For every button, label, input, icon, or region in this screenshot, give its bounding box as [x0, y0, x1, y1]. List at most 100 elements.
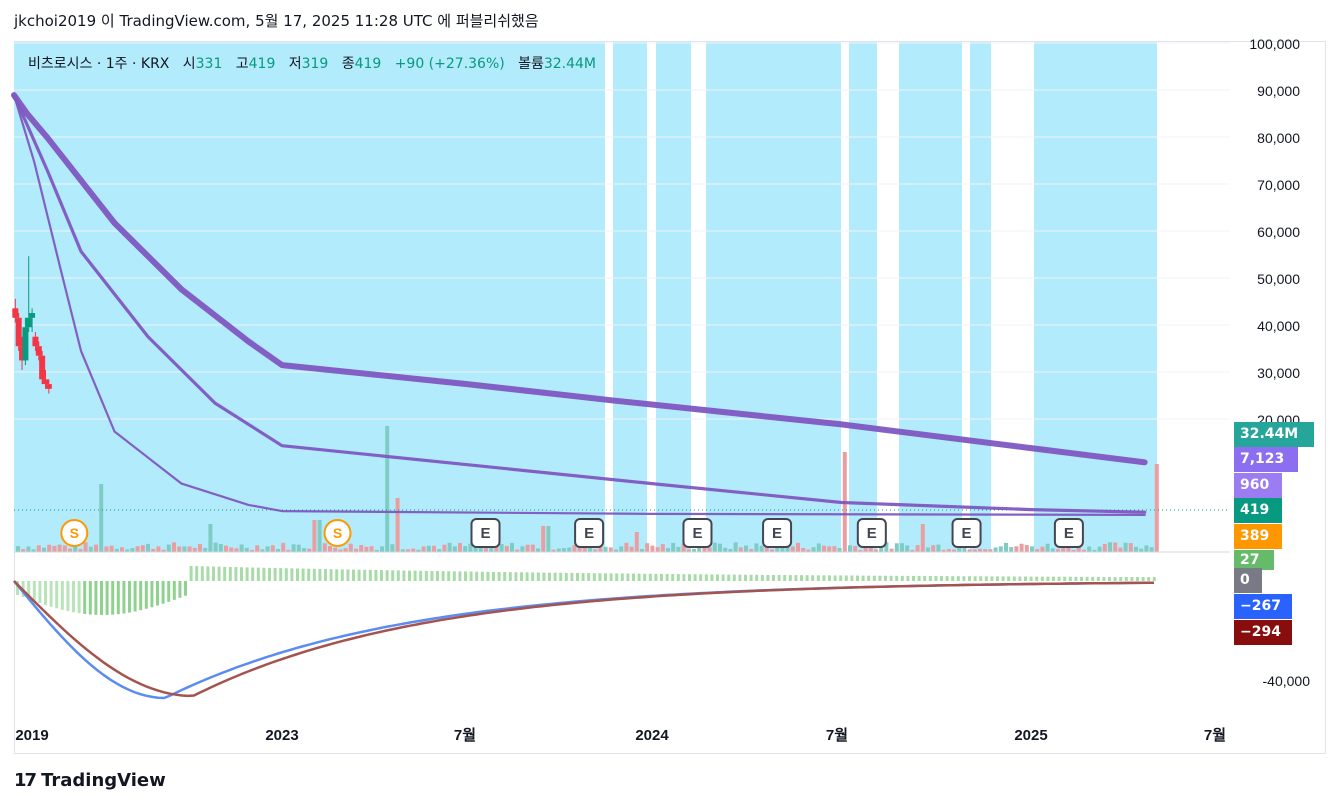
macd-histogram-bar [900, 575, 904, 581]
earnings-marker-label: E [867, 525, 877, 542]
macd-histogram-bar [732, 574, 736, 581]
macd-histogram-bar [100, 581, 103, 615]
macd-histogram-bar [682, 574, 686, 581]
macd-histogram-bar [912, 575, 915, 581]
volume-bar [998, 546, 1003, 552]
volume-bar [728, 548, 733, 552]
volume-bar [962, 545, 967, 552]
volume-bar [936, 544, 941, 552]
volume-bar [978, 548, 982, 552]
macd-histogram-bar [396, 570, 400, 581]
volume-bar [208, 524, 213, 552]
volume-bar [655, 547, 660, 552]
split-marker-label: S [333, 525, 342, 541]
macd-histogram-bar [637, 573, 641, 581]
volume-bar [146, 543, 150, 552]
volume-bar [707, 547, 712, 552]
macd-histogram-bar [766, 574, 770, 581]
macd-histogram-bar [956, 576, 960, 581]
macd-histogram-bar [469, 571, 473, 581]
macd-histogram-bar [357, 569, 361, 581]
macd-histogram-bar [385, 570, 389, 581]
macd-histogram-bar [1080, 576, 1083, 581]
macd-histogram-bar [716, 574, 719, 581]
macd-histogram-bar [251, 567, 255, 581]
macd-histogram-bar [1136, 577, 1139, 581]
macd-histogram-bar [122, 581, 126, 614]
macd-histogram-bar [408, 570, 411, 581]
volume-bar [1066, 546, 1071, 552]
volume-bar [317, 520, 322, 552]
volume-bar [239, 544, 244, 552]
volume-bar [863, 546, 868, 552]
macd-histogram-bar [984, 576, 988, 581]
volume-bar [671, 542, 676, 552]
ma1-badge: 7,123 [1234, 447, 1298, 472]
publish-header: jkchoi2019 이 TradingView.com, 5월 17, 202… [14, 10, 539, 31]
volume-bar [1134, 546, 1138, 552]
macd-histogram-bar [436, 571, 439, 581]
macd-histogram-bar [374, 570, 378, 581]
volume-bar [1076, 544, 1081, 552]
x-tick-label: 2023 [265, 727, 298, 744]
x-tick-label: 2024 [635, 727, 669, 744]
volume-bar [598, 546, 603, 552]
volume-bar [478, 544, 483, 552]
volume-bar [1144, 545, 1149, 552]
macd-histogram-bar [49, 581, 53, 607]
macd-histogram-bar [973, 576, 977, 581]
macd-histogram-bar [1152, 577, 1156, 581]
macd-histogram-bar [788, 575, 792, 581]
volume-bar [894, 543, 899, 552]
volume-bar [754, 543, 759, 552]
volume-bar [582, 547, 587, 552]
macd-histogram-bar [307, 568, 311, 581]
volume-bar [177, 546, 182, 552]
macd-histogram-bar [777, 574, 781, 581]
volume-bar [73, 542, 78, 552]
symbol-name[interactable]: 비츠로시스 · 1주 · KRX [28, 56, 170, 72]
background-zone-7 [1034, 42, 1157, 552]
x-tick-label: 2025 [1014, 727, 1047, 744]
macd-histogram-bar [212, 566, 215, 581]
volume-bar [1056, 549, 1060, 552]
macd-histogram-bar [828, 575, 831, 581]
volume-bar [354, 548, 358, 552]
volume-bar [182, 546, 187, 552]
macd-histogram-bar [805, 575, 809, 581]
volume-bar [530, 544, 535, 552]
macd-histogram-bar [268, 567, 271, 581]
macd-histogram-bar [83, 581, 87, 614]
macd-histogram-bar [1108, 576, 1111, 581]
volume-bar [853, 546, 858, 552]
volume-bar [31, 549, 36, 552]
background-zone-3 [706, 42, 841, 552]
macd-histogram-bar [772, 574, 775, 581]
volume-bar [1087, 546, 1092, 552]
macd-histogram-bar [968, 576, 971, 581]
volume-bar [1123, 542, 1128, 552]
macd-histogram-bar [962, 576, 966, 581]
volume-bar [47, 544, 52, 552]
macd-histogram-bar [844, 575, 848, 581]
volume-bar [499, 543, 504, 552]
macd-histogram-bar [553, 572, 557, 581]
candle-body [32, 336, 39, 347]
volume-bar [905, 545, 910, 552]
macd-histogram-bar [861, 575, 865, 581]
tradingview-logo[interactable]: 17 TradingView [14, 770, 166, 791]
macd-histogram-bar [520, 572, 523, 581]
macd-histogram-bar [1141, 577, 1145, 581]
open-value: 331 [195, 56, 223, 72]
macd-histogram-bar [1052, 576, 1055, 581]
volume-bar [660, 544, 665, 552]
earnings-marker-label: E [480, 525, 490, 542]
background-zone-5 [899, 42, 962, 552]
macd-histogram-bar [592, 573, 596, 581]
volume-bar [619, 546, 624, 552]
price-tick-label: 100,000 [1249, 36, 1300, 52]
macd-histogram-bar [671, 574, 675, 581]
macd-histogram-bar [335, 569, 339, 581]
volume-bar [312, 520, 317, 552]
